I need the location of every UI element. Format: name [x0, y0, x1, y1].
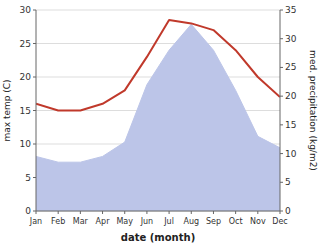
x-tick-label: Aug [183, 217, 199, 226]
x-tick [213, 211, 214, 214]
y2-tick-label: 15 [285, 120, 296, 130]
y2-tick-label: 20 [285, 91, 297, 101]
y2-tick [280, 67, 283, 68]
y2-tick-label: 30 [285, 34, 297, 44]
x-tick-label: Jan [29, 217, 42, 226]
y2-tick [280, 10, 283, 11]
y-axis-label: max temp (C) [2, 79, 12, 141]
y2-tick-label: 35 [285, 5, 296, 15]
x-tick [280, 211, 281, 214]
x-tick-label: Sep [206, 217, 221, 226]
y-tick [33, 110, 36, 111]
y2-tick [280, 153, 283, 154]
x-axis-line [36, 211, 280, 212]
x-tick [146, 211, 147, 214]
y-tick-label: 30 [20, 5, 32, 15]
grid-line [36, 43, 280, 44]
y-tick-label: 0 [25, 206, 31, 216]
y2-tick [280, 96, 283, 97]
x-tick-label: Feb [51, 217, 65, 226]
y-tick-label: 5 [25, 173, 31, 183]
y2-axis-line [280, 10, 281, 211]
y-tick-label: 15 [20, 106, 31, 116]
y-tick [33, 144, 36, 145]
x-tick-label: Oct [229, 217, 243, 226]
x-axis-label: date (month) [121, 232, 195, 243]
x-tick [191, 211, 192, 214]
y2-tick-label: 25 [285, 62, 296, 72]
x-tick-label: Jun [140, 217, 154, 226]
x-tick-label: Mar [73, 217, 89, 226]
x-tick [102, 211, 103, 214]
y-tick [33, 177, 36, 178]
chart: 0 5 10 15 20 25 30 0 5 10 15 20 25 30 35 Jan Feb Mar Apr Ma… [0, 0, 318, 247]
y2-tick-label: 5 [285, 177, 291, 187]
x-tick [124, 211, 125, 214]
line [36, 20, 280, 110]
area-edge [36, 24, 280, 162]
y2-tick-label: 10 [285, 149, 297, 159]
grid-line [36, 211, 280, 212]
y-tick-label: 10 [20, 139, 32, 149]
x-tick-label: Apr [96, 217, 111, 226]
plot-area [36, 20, 280, 211]
x-tick-label: May [116, 217, 133, 226]
y-tick-label: 25 [20, 39, 31, 49]
y2-tick [280, 38, 283, 39]
x-tick-label: Jul [163, 217, 174, 226]
x-tick [58, 211, 59, 214]
y2-tick [280, 182, 283, 183]
x-tick-label: Nov [250, 217, 266, 226]
y-tick [33, 43, 36, 44]
x-tick [36, 211, 37, 214]
y-tick [33, 77, 36, 78]
area-fill [36, 24, 280, 211]
x-tick-label: Dec [272, 217, 287, 226]
y-tick [33, 10, 36, 11]
y-tick-label: 20 [20, 72, 32, 82]
y2-tick-label: 0 [285, 206, 291, 216]
y2-axis-label: med. precipitation (kg/m2) [308, 50, 318, 171]
x-tick [80, 211, 81, 214]
x-tick [257, 211, 258, 214]
x-tick [235, 211, 236, 214]
y2-tick [280, 124, 283, 125]
x-tick [169, 211, 170, 214]
grid-line [36, 10, 280, 11]
